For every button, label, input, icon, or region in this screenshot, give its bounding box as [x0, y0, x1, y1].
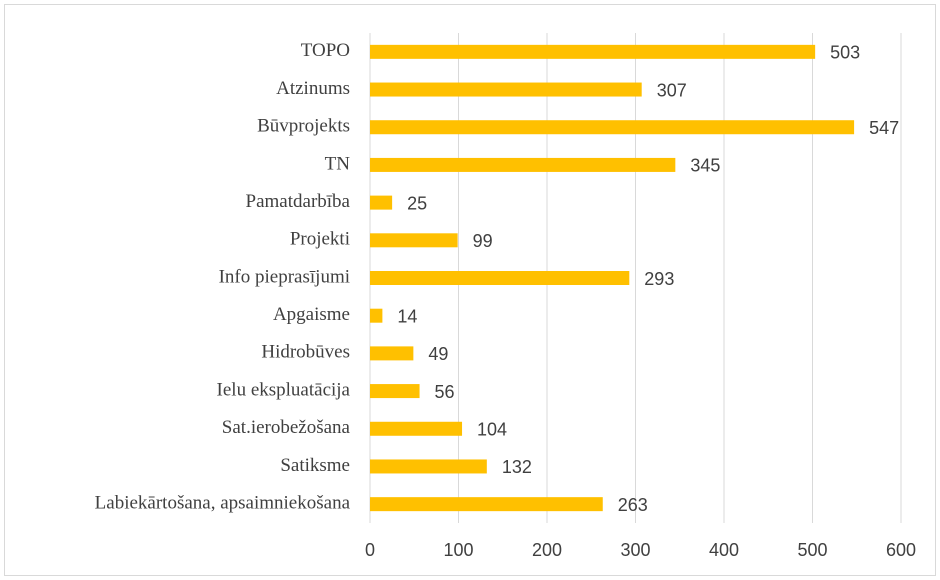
bar: [370, 44, 816, 59]
chart-border: [4, 4, 936, 576]
y-tick-label: Info pieprasījumi: [219, 266, 350, 287]
x-tick-label: 200: [532, 540, 562, 560]
data-label: 345: [690, 156, 720, 176]
y-tick-label: Pamatdarbība: [246, 191, 351, 212]
bar: [370, 459, 487, 474]
data-label: 99: [473, 231, 493, 251]
bar: [370, 421, 463, 436]
y-tick-label: Projekti: [290, 229, 350, 250]
bar: [370, 195, 393, 210]
data-label: 132: [502, 457, 532, 477]
bar: [370, 384, 420, 399]
y-tick-label: TOPO: [301, 40, 350, 61]
data-label: 547: [869, 118, 899, 138]
data-label: 56: [435, 382, 455, 402]
x-tick-label: 600: [886, 540, 916, 560]
bar: [370, 157, 676, 172]
y-tick-label: Satiksme: [280, 455, 350, 476]
y-tick-label: TN: [325, 153, 351, 174]
data-label: 503: [830, 43, 860, 63]
y-tick-label: Ielu ekspluatācija: [217, 379, 351, 400]
data-label: 25: [407, 193, 427, 213]
data-label: 14: [397, 306, 417, 326]
data-label: 307: [657, 80, 687, 100]
data-label: 263: [618, 495, 648, 515]
data-label: 104: [477, 420, 507, 440]
y-tick-label: Labiekārtošana, apsaimniekošana: [95, 493, 351, 514]
x-tick-label: 100: [443, 540, 473, 560]
x-tick-label: 300: [620, 540, 650, 560]
x-tick-label: 400: [709, 540, 739, 560]
x-tick-label: 0: [365, 540, 375, 560]
bar: [370, 233, 458, 248]
data-label: 293: [644, 269, 674, 289]
bar: [370, 82, 642, 97]
bar: [370, 346, 414, 361]
bar: [370, 497, 603, 512]
x-tick-label: 500: [797, 540, 827, 560]
y-tick-label: Atzinums: [276, 78, 350, 99]
data-label: 49: [428, 344, 448, 364]
bar: [370, 120, 855, 135]
y-tick-label: Sat.ierobežošana: [222, 417, 351, 438]
bar: [370, 271, 630, 285]
y-tick-label: Būvprojekts: [257, 116, 350, 137]
bar: [370, 308, 383, 323]
y-tick-label: Apgaisme: [273, 304, 350, 325]
y-tick-label: Hidrobūves: [261, 342, 350, 363]
